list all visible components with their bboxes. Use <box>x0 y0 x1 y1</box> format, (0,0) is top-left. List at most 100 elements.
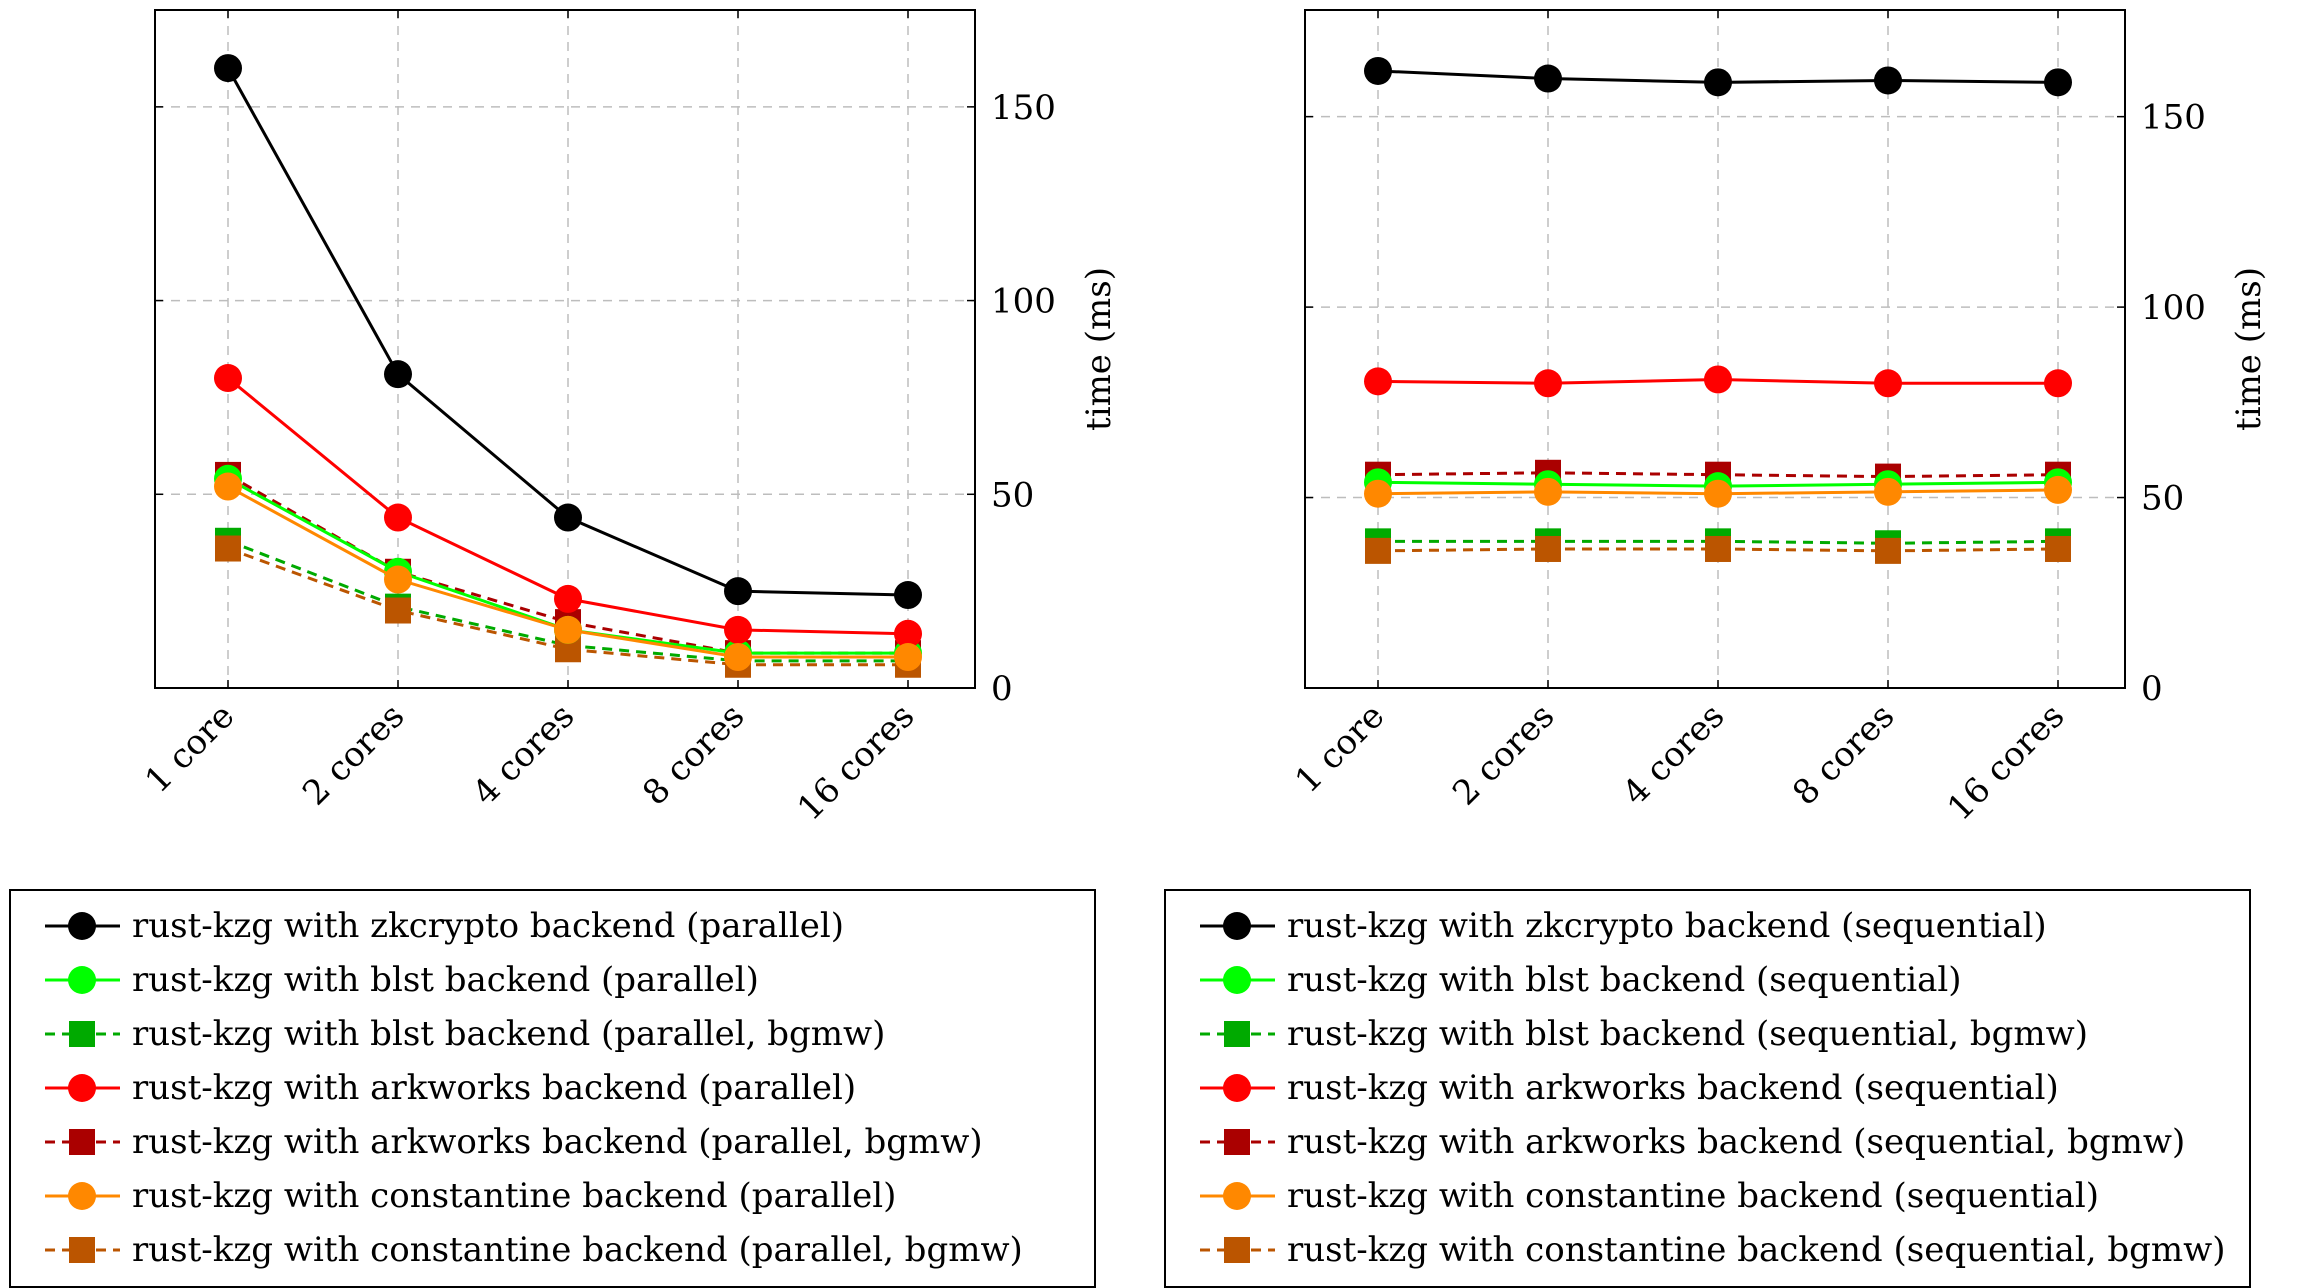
x-tick-label: 2 cores <box>295 696 412 813</box>
data-point <box>1534 477 1562 506</box>
data-point <box>384 565 412 594</box>
legend-item: rust-kzg with blst backend (parallel) <box>45 960 759 1000</box>
data-point <box>1704 68 1732 97</box>
legend-label: rust-kzg with blst backend (parallel) <box>132 960 759 1000</box>
y-tick-label: 150 <box>991 88 1056 128</box>
chart-panel-1: 1 core 2 cores 4 cores 8 cores 16 cores 0 50 10… <box>137 9 1119 829</box>
data-point <box>1704 365 1732 394</box>
data-point <box>894 619 922 648</box>
legend-label: rust-kzg with arkworks backend (sequenti… <box>1287 1068 2059 1108</box>
series-line <box>227 547 908 667</box>
legend-label: rust-kzg with constantine backend (seque… <box>1287 1230 2225 1270</box>
data-point <box>214 472 242 501</box>
y-tick-label: 100 <box>991 282 1056 322</box>
legend-label: rust-kzg with blst backend (parallel, bg… <box>132 1014 885 1054</box>
legend-item: rust-kzg with constantine backend (paral… <box>45 1230 1023 1270</box>
y-tick-label: 100 <box>2141 288 2206 328</box>
legend-item: rust-kzg with constantine backend (seque… <box>1200 1176 2099 1216</box>
legend-item: rust-kzg with arkworks backend (sequenti… <box>1200 1068 2059 1108</box>
legend-marker <box>69 1129 95 1155</box>
legend-item: rust-kzg with zkcrypto backend (parallel… <box>45 906 844 946</box>
x-tick-label: 16 cores <box>1940 696 2073 829</box>
data-point <box>1364 56 1392 85</box>
legend-item: rust-kzg with blst backend (sequential) <box>1200 960 1961 1000</box>
legend-marker <box>68 912 96 940</box>
series-6 <box>1364 475 2072 508</box>
data-point <box>1874 477 1902 506</box>
y-axis-label: time (ms) <box>1079 267 1119 431</box>
data-point <box>724 615 752 644</box>
y-tick-label: 50 <box>991 475 1034 515</box>
chart-panel-2: 1 core 2 cores 4 cores 8 cores 16 cores 0 50 10… <box>1287 9 2269 829</box>
legend-box <box>9 889 1096 1288</box>
legend-marker <box>68 1074 96 1102</box>
y-axis-label: time (ms) <box>2229 267 2269 431</box>
x-tick-label: 1 core <box>137 696 242 801</box>
data-point <box>1364 479 1392 508</box>
legend-label: rust-kzg with constantine backend (paral… <box>132 1230 1023 1270</box>
legend-marker <box>1223 966 1251 994</box>
series-4 <box>214 364 922 648</box>
series-4 <box>1364 365 2072 398</box>
series-1 <box>1364 56 2072 97</box>
data-point <box>1534 369 1562 398</box>
legend-marker <box>1223 1182 1251 1210</box>
data-point <box>1535 535 1561 562</box>
data-point <box>1534 64 1562 93</box>
data-point <box>554 615 582 644</box>
data-point <box>724 577 752 606</box>
data-point <box>1364 367 1392 396</box>
data-point <box>1365 537 1391 564</box>
data-point <box>2044 475 2072 504</box>
legend-item: rust-kzg with constantine backend (seque… <box>1200 1230 2225 1270</box>
legend-box <box>1164 889 2251 1288</box>
data-point <box>1874 66 1902 95</box>
legend-item: rust-kzg with arkworks backend (parallel… <box>45 1122 983 1162</box>
y-tick-label: 50 <box>2141 479 2184 519</box>
data-point <box>894 643 922 672</box>
legend-marker <box>1224 1021 1250 1047</box>
data-point <box>724 643 752 672</box>
data-point <box>214 54 242 83</box>
data-point <box>2044 68 2072 97</box>
series-6 <box>214 472 922 672</box>
data-point <box>2045 535 2071 562</box>
legend-label: rust-kzg with zkcrypto backend (sequenti… <box>1287 906 2047 946</box>
legend-label: rust-kzg with constantine backend (paral… <box>132 1176 896 1216</box>
x-tick-label: 8 cores <box>1785 696 1902 813</box>
legend-item: rust-kzg with blst backend (sequential, … <box>1200 1014 2088 1054</box>
legend-label: rust-kzg with blst backend (sequential, … <box>1287 1014 2088 1054</box>
data-point <box>384 360 412 389</box>
data-point <box>554 503 582 532</box>
legend-marker <box>68 966 96 994</box>
legend-label: rust-kzg with blst backend (sequential) <box>1287 960 1961 1000</box>
x-tick-label: 4 cores <box>1615 696 1732 813</box>
y-tick-label: 0 <box>991 669 1013 709</box>
legend-2: rust-kzg with zkcrypto backend (sequenti… <box>1164 889 2251 1288</box>
data-point <box>894 581 922 610</box>
x-tick-label: 8 cores <box>635 696 752 813</box>
x-tick-label: 16 cores <box>790 696 923 829</box>
legend-label: rust-kzg with constantine backend (seque… <box>1287 1176 2099 1216</box>
data-point <box>1704 479 1732 508</box>
data-point <box>554 584 582 613</box>
x-tick-label: 1 core <box>1287 696 1392 801</box>
data-point <box>1874 369 1902 398</box>
legend-marker <box>1224 1129 1250 1155</box>
legend-marker <box>1223 1074 1251 1102</box>
legend-item: rust-kzg with constantine backend (paral… <box>45 1176 896 1216</box>
data-point <box>384 503 412 532</box>
plot-frame <box>1304 9 2126 689</box>
legend-1: rust-kzg with zkcrypto backend (parallel… <box>9 889 1096 1288</box>
y-tick-label: 0 <box>2141 669 2163 709</box>
x-tick-label: 4 cores <box>465 696 582 813</box>
legend-item: rust-kzg with blst backend (parallel, bg… <box>45 1014 885 1054</box>
plot-frame <box>154 9 976 689</box>
data-point <box>1705 535 1731 562</box>
legend-label: rust-kzg with arkworks backend (parallel… <box>132 1122 983 1162</box>
legend-marker <box>69 1237 95 1263</box>
data-point <box>385 597 411 624</box>
series-line <box>227 539 908 663</box>
series-7 <box>1365 535 2071 564</box>
